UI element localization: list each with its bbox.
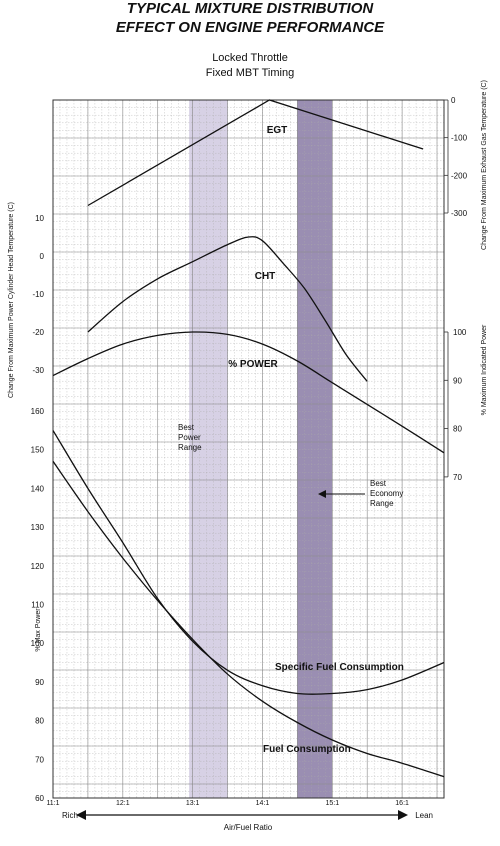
x-tick-label: 15:1 — [325, 800, 339, 807]
fuel-tick-label: 130 — [31, 523, 45, 532]
x-axis-lean-label: Lean — [415, 811, 433, 820]
cht-tick-label: -20 — [32, 328, 44, 337]
power-curve — [52, 331, 445, 454]
chart-title-line2: EFFECT ON ENGINE PERFORMANCE — [115, 19, 385, 36]
cht-axis-title: Change From Maximum Power Cylinder Head … — [8, 202, 15, 398]
power-axis-title: % Maximum Indicated Power — [481, 324, 488, 415]
egt-tick-label: -100 — [451, 134, 468, 143]
fuel-consumption-curve — [52, 460, 445, 778]
power-tick-label: 90 — [453, 376, 462, 385]
plot-frame — [52, 99, 445, 799]
fuel-tick-label: 120 — [31, 562, 45, 571]
band-label-best-power: Best — [178, 423, 195, 432]
cht-tick-label: 10 — [35, 214, 44, 223]
fuel-tick-label: 100 — [31, 639, 45, 648]
egt-curve — [87, 99, 424, 207]
chart-subtitle-line1: Locked Throttle — [212, 52, 288, 64]
sfc-curve — [52, 430, 445, 695]
x-tick-label: 11:1 — [46, 800, 59, 807]
egt-axis-title: Change From Maximum Exhaust Gas Temperat… — [481, 80, 488, 250]
fuel-tick-label: 70 — [35, 755, 44, 764]
fuel-tick-label: 80 — [35, 717, 44, 726]
fuel-tick-label: 60 — [35, 794, 44, 803]
cht-curve — [87, 236, 368, 382]
cht-tick-label: -30 — [32, 366, 44, 375]
fuel-tick-label: 160 — [31, 407, 45, 416]
fuel-tick-label: 140 — [31, 484, 45, 493]
series-label-sfc: Specific Fuel Consumption — [275, 662, 404, 673]
x-tick-label: 13:1 — [186, 800, 200, 807]
series-label-fuel-consumption: Fuel Consumption — [263, 744, 351, 755]
band-best-power — [189, 100, 228, 798]
cht-tick-label: -10 — [32, 290, 44, 299]
series-label-egt: EGT — [267, 125, 288, 136]
band-best-economy — [297, 100, 333, 798]
band-label-best-economy: Range — [370, 499, 394, 508]
cht-tick-label: 0 — [40, 252, 45, 261]
egt-tick-label: -300 — [451, 209, 468, 218]
band-label-best-power: Range — [178, 443, 202, 452]
x-axis-arrow-left — [76, 810, 86, 820]
band-label-best-power: Power — [178, 433, 201, 442]
power-tick-label: 70 — [453, 473, 462, 482]
economy-arrow-head — [318, 490, 326, 498]
egt-tick-label: -200 — [451, 171, 468, 180]
chart-subtitle-line2: Fixed MBT Timing — [205, 67, 295, 79]
x-axis-arrow-right — [398, 810, 408, 820]
x-tick-label: 14:1 — [256, 800, 270, 807]
egt-tick-label: 0 — [451, 96, 456, 105]
x-axis-title: Air/Fuel Ratio — [224, 823, 273, 832]
fuel-axis-title: % Max Power — [35, 608, 42, 652]
power-tick-label: 80 — [453, 425, 462, 434]
band-label-best-economy: Economy — [370, 489, 403, 498]
x-tick-label: 12:1 — [116, 800, 130, 807]
fuel-tick-label: 150 — [31, 446, 45, 455]
series-label-cht: CHT — [255, 271, 276, 282]
fuel-tick-label: 110 — [31, 601, 44, 610]
fuel-tick-label: 90 — [35, 678, 44, 687]
series-label-power: % POWER — [228, 359, 278, 370]
chart-title-line1: TYPICAL MIXTURE DISTRIBUTION — [126, 0, 374, 17]
x-tick-label: 16:1 — [395, 800, 409, 807]
x-axis-rich-label: Rich — [62, 811, 78, 820]
power-tick-label: 100 — [453, 328, 467, 337]
band-label-best-economy: Best — [370, 479, 387, 488]
